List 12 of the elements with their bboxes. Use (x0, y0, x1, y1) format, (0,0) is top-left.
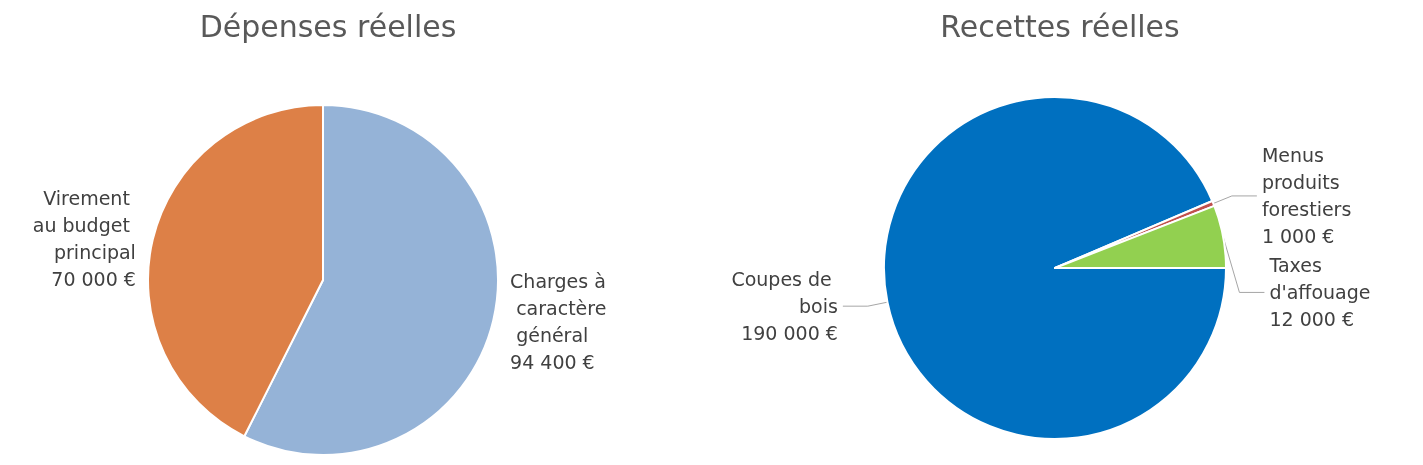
slice-label: Charges à caractère général (510, 270, 607, 347)
slice-label: Menus produits forestiers (1261, 144, 1352, 221)
data-label: 12 000 € (1269, 308, 1355, 331)
slice-label: Coupes de bois (731, 268, 838, 318)
chart-title: Dépenses réelles (199, 8, 457, 44)
slice-label: Virement au budget principal (32, 186, 136, 263)
chart-title: Recettes réelles (940, 8, 1180, 44)
data-label: 190 000 € (741, 322, 838, 345)
data-label: 70 000 € (51, 267, 136, 290)
data-label: 94 400 € (510, 351, 595, 374)
slice-label: Taxes d'affouage (1268, 254, 1371, 304)
data-label: 1 000 € (1261, 225, 1335, 248)
